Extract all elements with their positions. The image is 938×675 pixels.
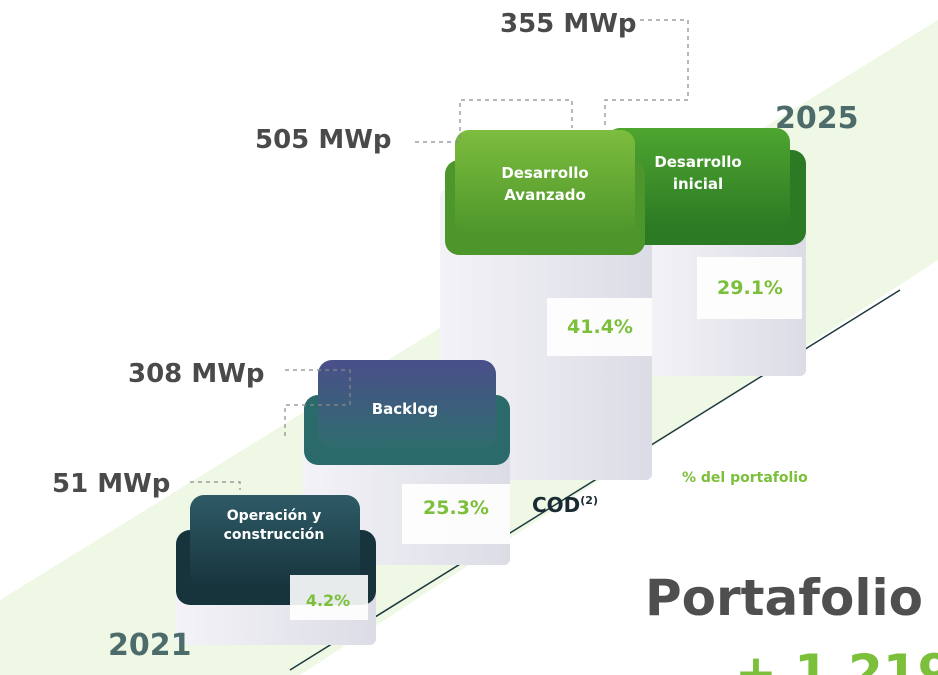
- cod: COD(2): [532, 493, 598, 517]
- infographic: 355 MWp 505 MWp 308 MWp 51 MWp Desarroll…: [0, 0, 938, 675]
- stage-label: Backlog: [372, 400, 439, 418]
- share: 29.1%: [717, 277, 783, 299]
- year: 2021: [108, 628, 192, 663]
- year: 2025: [775, 101, 859, 136]
- cap: [455, 130, 635, 235]
- share: 4.2%: [306, 591, 350, 610]
- capacity: 355 MWp: [500, 9, 637, 39]
- footer-title: Portafolio e: [645, 569, 938, 627]
- share: 41.4%: [567, 316, 633, 338]
- capacity: 51 MWp: [52, 469, 170, 499]
- share: 25.3%: [423, 497, 489, 519]
- share-caption: % del portafolio: [682, 470, 808, 486]
- capacity: 505 MWp: [255, 125, 392, 155]
- capacity: 308 MWp: [128, 359, 265, 389]
- footer-total: + 1.219: [735, 644, 938, 675]
